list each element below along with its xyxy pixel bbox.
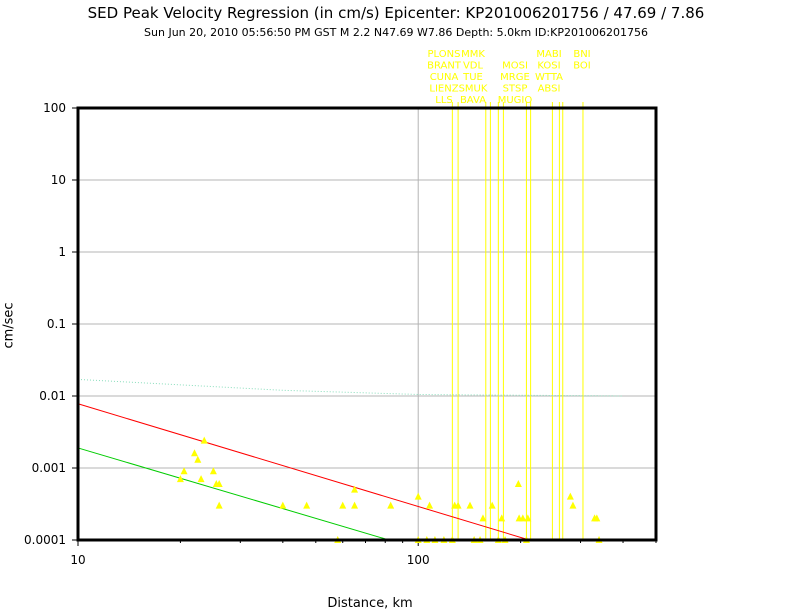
data-point: [176, 475, 184, 483]
station-label: STSP: [503, 84, 528, 95]
data-point: [351, 485, 359, 493]
data-point: [466, 501, 474, 509]
station-label: SMUK: [459, 84, 488, 95]
data-point: [498, 514, 506, 522]
data-point: [200, 436, 208, 444]
station-label: MUGIO: [498, 95, 533, 106]
y-tick-label: 0.001: [32, 461, 66, 475]
data-point: [209, 467, 217, 475]
red-regression-line: [77, 403, 530, 541]
chart-subtitle: Sun Jun 20, 2010 05:56:50 PM GST M 2.2 N…: [144, 26, 648, 39]
y-tick-label: 0.01: [39, 389, 66, 403]
station-label: MABI: [536, 49, 561, 60]
data-point: [524, 514, 532, 522]
data-point: [519, 514, 527, 522]
station-label: ABSI: [538, 84, 561, 95]
data-point: [593, 514, 601, 522]
station-label: VDL: [463, 61, 484, 72]
x-tick-label: 10: [70, 553, 85, 567]
station-label: LIENZ: [429, 84, 458, 95]
station-label: TUE: [462, 72, 483, 83]
data-point: [351, 501, 359, 509]
station-label: MRGE: [500, 72, 530, 83]
station-label: MOSI: [502, 61, 528, 72]
x-tick-label: 100: [407, 553, 430, 567]
data-point: [197, 475, 205, 483]
cyan-regression-line: [77, 378, 624, 397]
data-point: [215, 501, 223, 509]
data-point: [180, 467, 188, 475]
data-point: [426, 501, 434, 509]
y-tick-label: 0.1: [47, 317, 66, 331]
data-point: [303, 501, 311, 509]
station-label: LLS: [435, 95, 453, 106]
data-point: [566, 492, 574, 500]
station-label: BOI: [573, 61, 591, 72]
station-label: WTTA: [535, 72, 563, 83]
data-point: [279, 501, 287, 509]
data-point: [569, 501, 577, 509]
x-axis-label: Distance, km: [327, 596, 413, 611]
data-point: [414, 492, 422, 500]
data-point: [514, 479, 522, 487]
chart-title: SED Peak Velocity Regression (in cm/s) E…: [87, 4, 705, 22]
y-tick-label: 10: [51, 173, 66, 187]
y-tick-label: 100: [43, 101, 66, 115]
data-point: [454, 501, 462, 509]
y-axis-label: cm/sec: [1, 302, 17, 349]
station-label: KOSI: [537, 61, 560, 72]
data-point: [387, 501, 395, 509]
data-point: [339, 501, 347, 509]
station-label: CUNA: [430, 72, 459, 83]
station-label: BAVA: [460, 95, 486, 106]
data-point: [194, 455, 202, 463]
station-label: BRANT: [427, 61, 462, 72]
green-regression-line: [77, 447, 390, 541]
station-label: MMK: [461, 49, 485, 60]
y-tick-label: 1: [58, 245, 66, 259]
station-label: PLONS: [428, 49, 461, 60]
plot-frame: [76, 106, 658, 542]
station-label: BNI: [573, 49, 590, 60]
data-point: [215, 479, 223, 487]
y-tick-label: 0.0001: [24, 533, 66, 547]
data-point: [488, 501, 496, 509]
data-point: [479, 514, 487, 522]
data-point: [190, 449, 198, 457]
